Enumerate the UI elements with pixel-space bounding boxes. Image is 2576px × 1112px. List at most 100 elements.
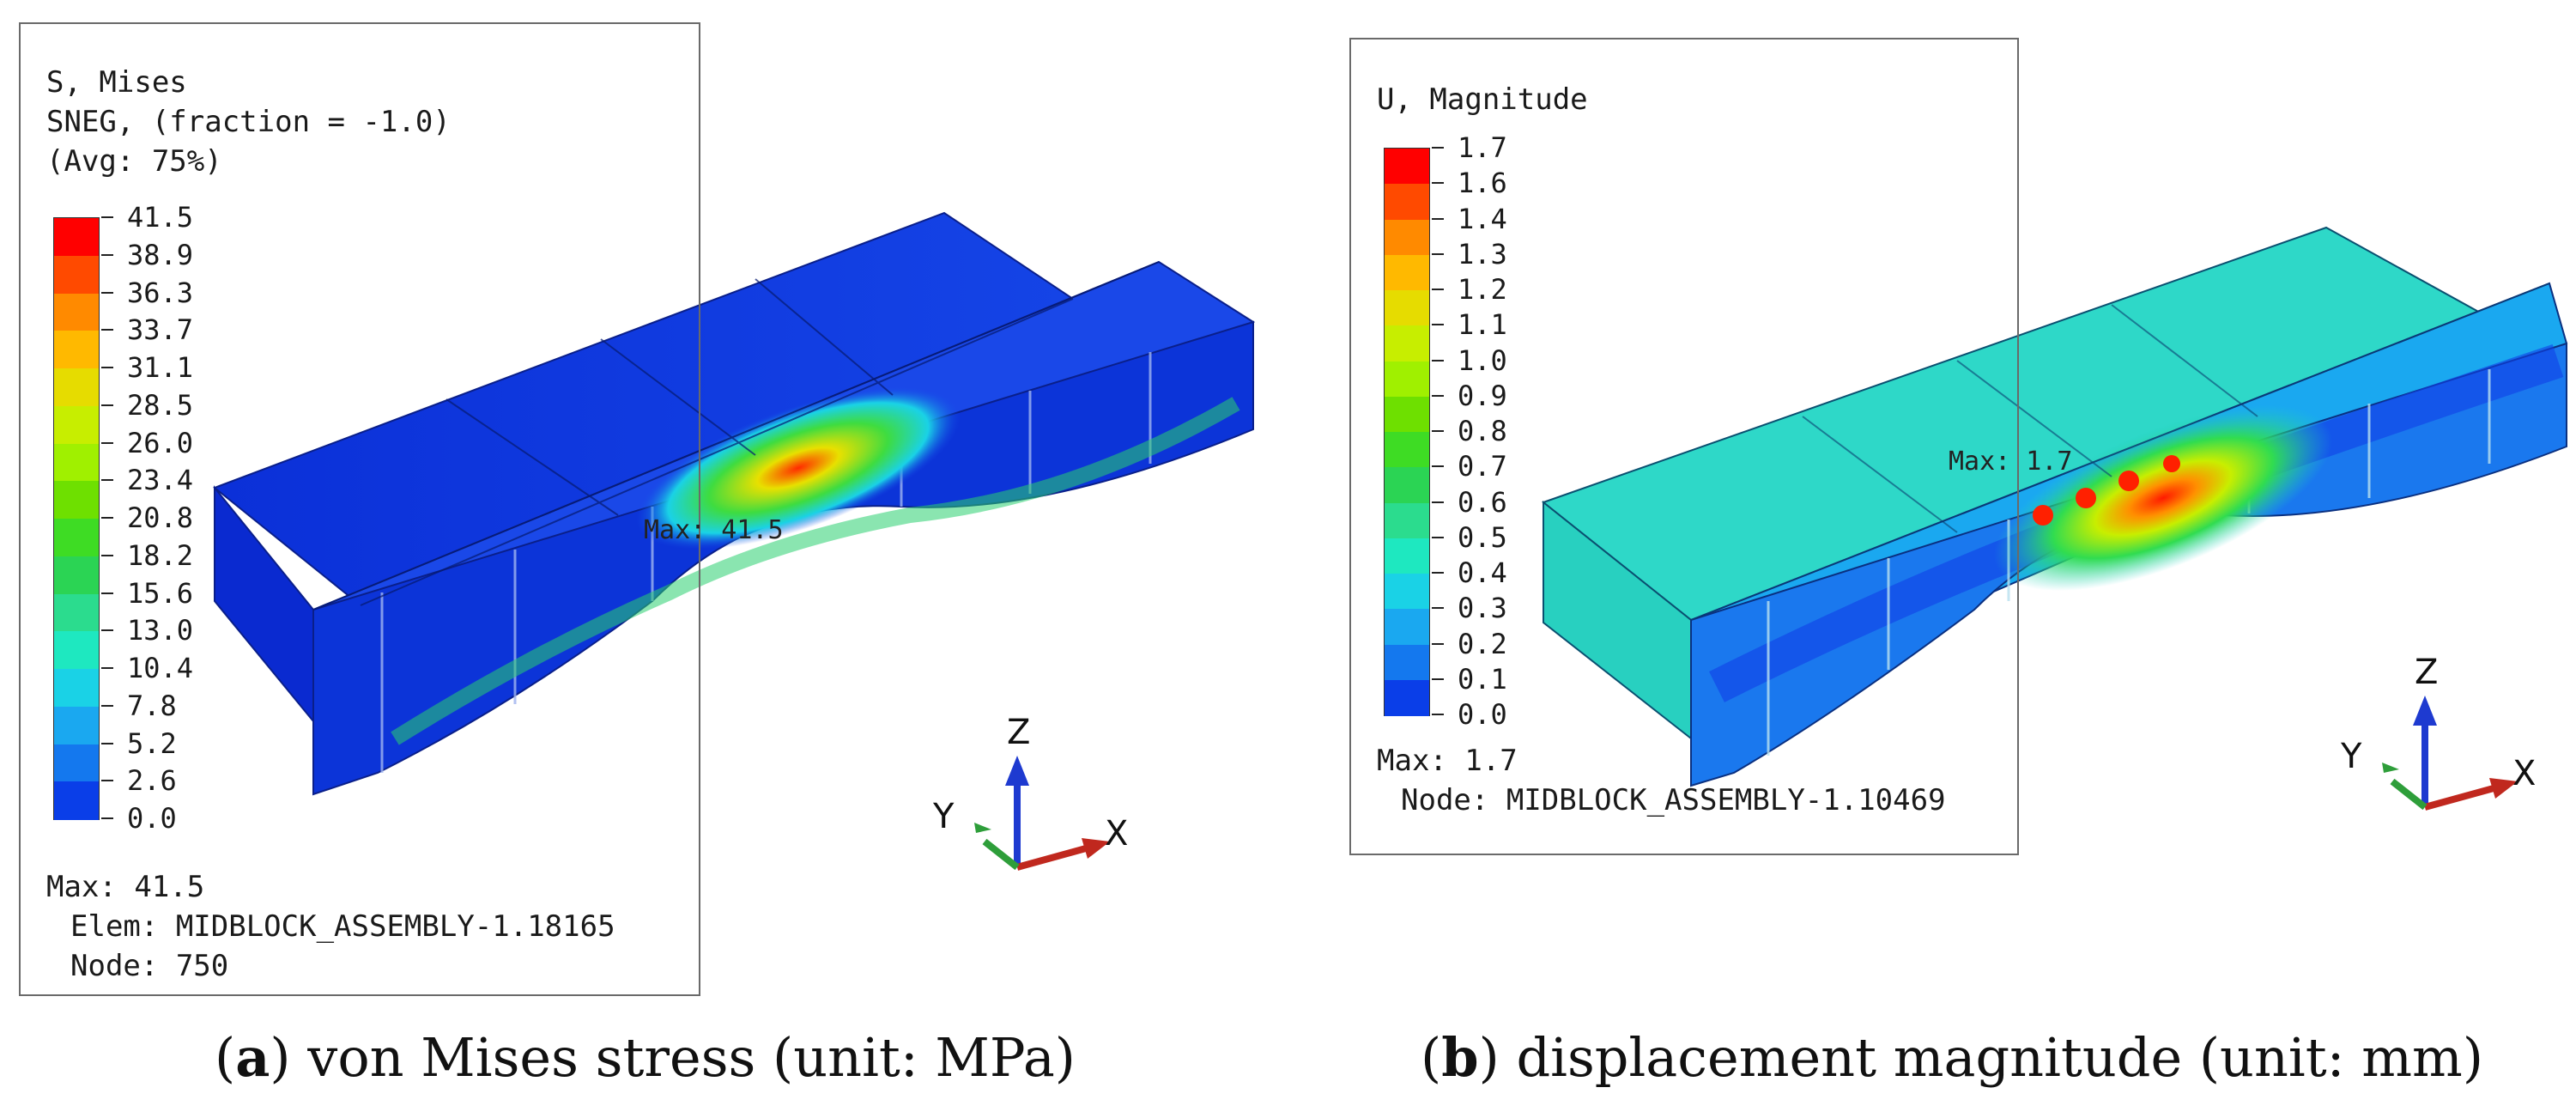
axis-triad: Z Y X: [2331, 653, 2536, 833]
colorbar-tick-label: 0.1: [1432, 662, 1507, 696]
colorbar-tick-label: 1.1: [1432, 308, 1507, 342]
legend-title: U, Magnitude: [1377, 82, 1588, 117]
colorbar-swatch: [54, 218, 99, 257]
axis-triad-icon: [2382, 696, 2518, 811]
colorbar-tick-label: 2.6: [101, 764, 177, 798]
colorbar-tick-label: 13.0: [100, 614, 194, 647]
caption-b: (b) displacement magnitude (unit: mm): [1421, 1026, 2484, 1089]
colorbar-tick-label: 31.1: [100, 351, 194, 384]
axis-x-label: X: [1105, 814, 1129, 854]
caption-b-text: ) displacement magnitude (unit: mm): [1478, 1026, 2484, 1089]
colorbar-swatch: [54, 405, 99, 444]
axis-triad: Z Y X: [923, 713, 1128, 893]
colorbar-swatch: [54, 631, 99, 670]
colorbar-tick-label: 0.4: [1432, 556, 1507, 589]
colorbar-tick-label: 1.2: [1432, 273, 1507, 306]
colorbar-tick-label: 36.3: [100, 276, 194, 309]
colorbar-swatch: [1385, 219, 1429, 256]
colorbar-tick-label: 1.4: [1432, 202, 1507, 235]
legend-max: Max: 41.5: [46, 870, 205, 904]
caption-b-letter: b: [1441, 1026, 1479, 1089]
colorbar-tick-label: 23.4: [100, 464, 194, 497]
stress-model-render: [213, 211, 1256, 796]
stress-legend: S, Mises SNEG, (fraction = -1.0) (Avg: 7…: [19, 22, 700, 996]
colorbar-swatch: [1385, 396, 1429, 433]
axis-x-label: X: [2512, 754, 2537, 793]
colorbar-swatch: [1385, 325, 1429, 362]
colorbar-swatch: [1385, 432, 1429, 468]
legend-elem: Elem: MIDBLOCK_ASSEMBLY-1.18165: [70, 909, 615, 944]
colorbar-swatch: [1385, 609, 1429, 645]
colorbar-swatch: [1385, 574, 1429, 610]
colorbar-tick-label: 0.2: [1432, 627, 1507, 660]
legend-node: Node: MIDBLOCK_ASSEMBLY-1.10469: [1401, 783, 1946, 817]
colorbar-swatch: [1385, 184, 1429, 220]
colorbar-tick-label: 38.9: [100, 238, 194, 271]
colorbar-swatch: [54, 781, 99, 820]
colorbar-tick-label: 18.2: [100, 538, 194, 572]
colorbar-tick-label: 20.8: [100, 501, 194, 534]
colorbar-tick-label: 1.0: [1432, 343, 1507, 377]
colorbar-tick-label: 0.8: [1432, 415, 1507, 447]
colorbar-swatch: [54, 706, 99, 744]
colorbar-tick-label: 28.5: [100, 388, 194, 422]
legend-node: Node: 750: [70, 949, 229, 983]
colorbar-swatch: [54, 331, 99, 369]
caption-a: (a) von Mises stress (unit: MPa): [215, 1026, 1076, 1089]
panel-displacement-magnitude: U, Magnitude 1.7 1.6 1.4 1.3 1.2 1.1 1.0 0.9 0.8…: [1288, 0, 2576, 1089]
colorbar-tick-label: 0.3: [1432, 592, 1507, 625]
axis-z-label: Z: [2415, 653, 2439, 692]
displacement-legend: U, Magnitude 1.7 1.6 1.4 1.3 1.2 1.1 1.0 0.9 0.8…: [1349, 38, 2019, 855]
colorbar-swatch: [54, 519, 99, 557]
colorbar-tick-label: 0.7: [1432, 450, 1507, 483]
axis-y-label: Y: [2341, 737, 2362, 776]
max-marker-label: Max: 41.5: [644, 515, 784, 545]
colorbar-swatch: [1385, 538, 1429, 574]
colorbar-swatch: [54, 443, 99, 482]
colorbar-swatch: [54, 744, 99, 782]
colorbar-swatch: [54, 293, 99, 331]
colorbar-tick-label: 0.6: [1432, 485, 1507, 519]
colorbar-swatch: [1385, 149, 1429, 185]
colorbar-tick-label: 26.0: [100, 426, 194, 459]
colorbar-tick-label: 1.3: [1432, 237, 1507, 270]
max-marker-label: Max: 1.7: [1949, 447, 2073, 477]
caption-a-text: ) von Mises stress (unit: MPa): [270, 1026, 1076, 1089]
colorbar-swatch: [54, 481, 99, 520]
colorbar-swatch: [54, 368, 99, 407]
colorbar-tick-label: 41.5: [100, 201, 194, 234]
colorbar-tick-label: 0.0: [101, 802, 177, 835]
axis-y-label: Y: [933, 797, 955, 836]
legend-averaging: (Avg: 75%): [46, 144, 222, 179]
colorbar-tick-label: 10.4: [100, 652, 194, 684]
stress-colorbar: [53, 217, 100, 820]
displacement-model-render: [1541, 226, 2568, 787]
colorbar-swatch: [54, 669, 99, 708]
colorbar-swatch: [1385, 644, 1429, 681]
colorbar-tick-label: 0.9: [1432, 379, 1507, 412]
colorbar-swatch: [54, 593, 99, 632]
axis-z-label: Z: [1007, 713, 1031, 752]
colorbar-tick-label: 15.6: [100, 576, 194, 610]
colorbar-tick-label: 33.7: [100, 313, 194, 347]
panel-von-mises-stress: S, Mises SNEG, (fraction = -1.0) (Avg: 7…: [0, 0, 1288, 1089]
colorbar-swatch: [54, 255, 99, 294]
colorbar-swatch: [54, 556, 99, 594]
colorbar-tick-label: 1.7: [1432, 131, 1507, 164]
colorbar-swatch: [1385, 502, 1429, 539]
colorbar-swatch: [1385, 290, 1429, 326]
displacement-colorbar: [1384, 148, 1430, 716]
colorbar-tick-label: 0.0: [1432, 698, 1507, 731]
colorbar-tick-label: 7.8: [101, 689, 177, 722]
legend-max: Max: 1.7: [1377, 744, 1518, 778]
legend-title: S, Mises: [46, 65, 187, 100]
colorbar-swatch: [1385, 467, 1429, 503]
colorbar-tick-label: 5.2: [101, 726, 177, 760]
colorbar-swatch: [1385, 361, 1429, 398]
axis-triad-icon: [974, 756, 1110, 871]
caption-a-letter: a: [235, 1026, 270, 1089]
colorbar-tick-label: 0.5: [1432, 520, 1507, 554]
colorbar-swatch: [1385, 679, 1429, 716]
colorbar-tick-label: 1.6: [1432, 167, 1507, 200]
legend-subtitle: SNEG, (fraction = -1.0): [46, 105, 451, 139]
